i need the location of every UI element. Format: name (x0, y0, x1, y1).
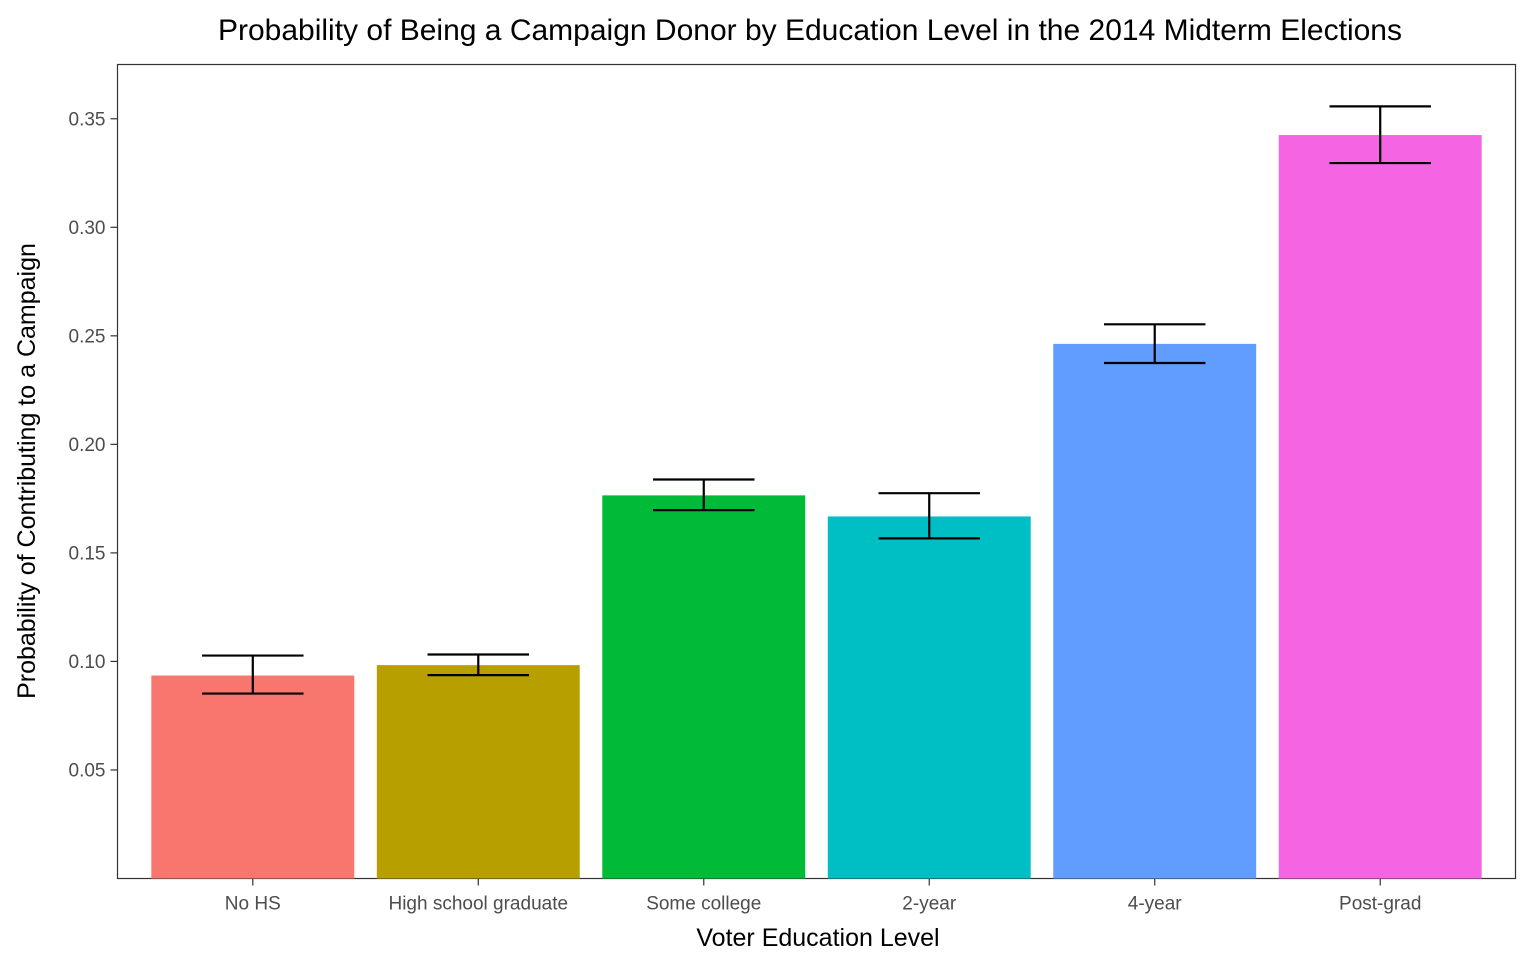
x-axis-label: Voter Education Level (696, 924, 939, 952)
bar-series (151, 135, 1482, 879)
bar-2-year (827, 516, 1031, 879)
y-tick-label: 0.25 (69, 326, 106, 347)
x-tick-label: Post-grad (1339, 894, 1421, 915)
y-tick-label: 0.30 (69, 218, 106, 239)
x-tick-label: 2-year (902, 894, 957, 915)
y-tick-label: 0.15 (69, 543, 106, 564)
error-bar-4-year (1103, 323, 1206, 365)
y-tick-label: 0.10 (69, 652, 106, 673)
bar-4-year (1053, 343, 1257, 879)
error-bar-series (202, 105, 1431, 695)
y-tick-label: 0.20 (69, 435, 106, 456)
bar-some-college (602, 495, 806, 879)
error-bar-some-college (653, 478, 755, 512)
x-tick-label: Some college (646, 894, 761, 915)
plot-panel (116, 63, 1517, 880)
error-bar-post-grad (1329, 105, 1431, 165)
y-tick-label: 0.35 (69, 109, 106, 130)
x-axis: No HS High school graduate Some college 2-y… (225, 878, 1421, 915)
y-axis-label: Probability of Contributing to a Campaig… (13, 243, 41, 699)
error-bar-no-hs (202, 654, 304, 695)
y-tick-label: 0.05 (69, 760, 106, 781)
bar-high-school-graduate (376, 665, 580, 879)
chart-title: Probability of Being a Campaign Donor by… (218, 14, 1402, 47)
x-tick-label: No HS (225, 894, 281, 915)
x-tick-label: 4-year (1128, 894, 1183, 915)
y-axis: 0.05 0.10 0.15 0.20 0.25 0.30 0.35 (69, 109, 118, 781)
x-tick-label: High school graduate (388, 894, 568, 915)
bar-post-grad (1278, 135, 1482, 879)
error-bar-2-year (878, 492, 980, 540)
error-bar-high-school-graduate (427, 653, 530, 677)
bar-no-hs (151, 675, 355, 879)
